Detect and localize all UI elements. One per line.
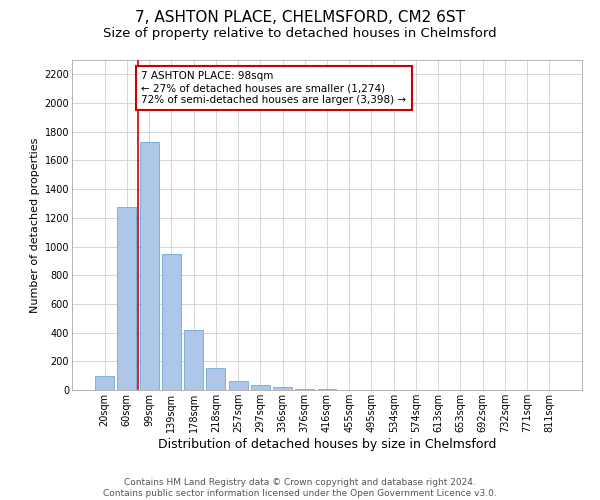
- Bar: [95, 376, 114, 390]
- Bar: [118, 207, 136, 390]
- X-axis label: Distribution of detached houses by size in Chelmsford: Distribution of detached houses by size …: [158, 438, 496, 451]
- Bar: [162, 254, 181, 390]
- Text: 7, ASHTON PLACE, CHELMSFORD, CM2 6ST: 7, ASHTON PLACE, CHELMSFORD, CM2 6ST: [135, 10, 465, 25]
- Text: Size of property relative to detached houses in Chelmsford: Size of property relative to detached ho…: [103, 28, 497, 40]
- Text: 7 ASHTON PLACE: 98sqm
← 27% of detached houses are smaller (1,274)
72% of semi-d: 7 ASHTON PLACE: 98sqm ← 27% of detached …: [142, 72, 406, 104]
- Bar: [251, 385, 270, 390]
- Bar: [295, 389, 314, 390]
- Bar: [229, 380, 248, 390]
- Bar: [273, 387, 292, 390]
- Text: Contains HM Land Registry data © Crown copyright and database right 2024.
Contai: Contains HM Land Registry data © Crown c…: [103, 478, 497, 498]
- Bar: [206, 368, 225, 390]
- Bar: [184, 330, 203, 390]
- Bar: [140, 142, 158, 390]
- Y-axis label: Number of detached properties: Number of detached properties: [31, 138, 40, 312]
